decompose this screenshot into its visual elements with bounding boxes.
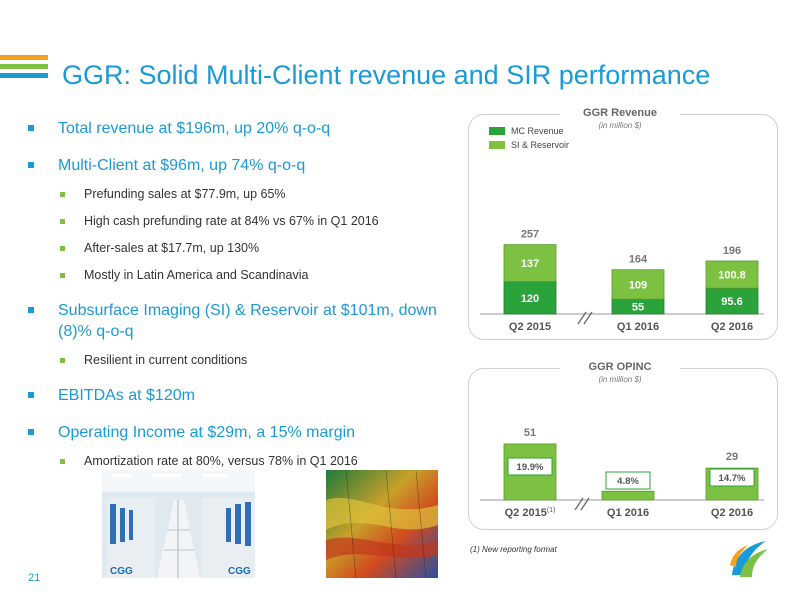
axis-break-mark xyxy=(580,497,590,511)
sub-bullet-prefunding-rate: High cash prefunding rate at 84% vs 67% … xyxy=(28,213,468,230)
bullet-multi-client: Multi-Client at $96m, up 74% q-o-q xyxy=(28,155,468,176)
tick-q2-2015: Q2 2015 xyxy=(509,321,551,333)
sub-bullet-resilient: Resilient in current conditions xyxy=(28,352,468,369)
tick-q1-2016: Q1 2016 xyxy=(617,321,659,333)
axis-break-mark xyxy=(574,497,584,511)
bar-sir-q1-2016 xyxy=(611,269,665,300)
data-center-photo: CGG CGG xyxy=(102,470,255,578)
tick-opinc-q1-2016: Q1 2016 xyxy=(607,507,649,519)
revenue-chart: 120 137 257 Q2 2015 55 109 164 Q1 2016 95.6 100.8… xyxy=(480,229,764,333)
sub-bullet-prefunding: Prefunding sales at $77.9m, up 65% xyxy=(28,186,468,203)
revenue-chart-title: GGR Revenue xyxy=(560,107,680,119)
revenue-chart-subtitle: (in million $) xyxy=(598,121,642,130)
legend-label-mc: MC Revenue xyxy=(511,126,564,136)
title-accent-bars xyxy=(0,55,48,95)
footnote: (1) New reporting format xyxy=(470,545,557,554)
bar-opinc-q1-2016 xyxy=(601,490,655,501)
cgg-logo-right: CGG xyxy=(228,566,251,577)
label-mc-q2-2015: 120 xyxy=(521,293,539,305)
bullet-list: Total revenue at $196m, up 20% q-o-q Mul… xyxy=(28,118,468,470)
margin-box-q1-2016 xyxy=(605,471,651,490)
tick-opinc-q2-2016: Q2 2016 xyxy=(711,507,753,519)
sub-bullet-amortization: Amortization rate at 80%, versus 78% in … xyxy=(28,453,468,470)
tick-q2-2016: Q2 2016 xyxy=(711,321,753,333)
revenue-chart-legend: MC Revenue SI & Reservoir xyxy=(489,124,569,152)
margin-box-q2-2016 xyxy=(709,468,755,487)
legend-mc-revenue: MC Revenue xyxy=(489,124,569,138)
label-sir-q1-2016: 109 xyxy=(629,279,647,291)
label-mc-q1-2016: 55 xyxy=(632,302,644,314)
value-opinc-q2-2015: 51 xyxy=(524,427,536,439)
opinc-chart-subtitle: (in million $) xyxy=(598,375,642,384)
label-mc-q2-2016: 95.6 xyxy=(721,296,742,308)
margin-label-q2-2015: 19.9% xyxy=(517,462,544,473)
tick-footnote-marker: (1) xyxy=(547,507,556,514)
seismic-visualization-photo xyxy=(326,470,438,578)
label-sir-q2-2015: 137 xyxy=(521,258,539,270)
page-number: 21 xyxy=(28,572,41,584)
axis-break-mark xyxy=(583,311,593,325)
bar-sir-q2-2016 xyxy=(705,260,759,289)
total-q2-2015: 257 xyxy=(521,229,539,241)
legend-si-reservoir: SI & Reservoir xyxy=(489,138,569,152)
opinc-chart-title: GGR OPINC xyxy=(560,361,680,373)
tick-opinc-q2-2015: Q2 2015(1) xyxy=(505,507,556,519)
value-opinc-q2-2016: 29 xyxy=(726,451,738,463)
label-sir-q2-2016: 100.8 xyxy=(718,270,746,282)
margin-label-q2-2016: 14.7% xyxy=(719,473,746,484)
bullet-si-reservoir: Subsurface Imaging (SI) & Reservoir at $… xyxy=(28,300,468,342)
page-title: GGR: Solid Multi-Client revenue and SIR … xyxy=(62,60,711,90)
cgg-logo-left: CGG xyxy=(110,566,133,577)
cgg-logo-icon xyxy=(730,541,768,577)
legend-label-sir: SI & Reservoir xyxy=(511,140,570,150)
bar-sir-q2-2015 xyxy=(503,244,557,283)
bullet-total-revenue: Total revenue at $196m, up 20% q-o-q xyxy=(28,118,468,139)
total-q1-2016: 164 xyxy=(629,254,648,266)
sub-bullet-after-sales: After-sales at $17.7m, up 130% xyxy=(28,240,468,257)
legend-swatch-mc xyxy=(489,127,505,135)
sub-bullet-regions: Mostly in Latin America and Scandinavia xyxy=(28,267,468,284)
margin-box-q2-2015 xyxy=(507,457,553,476)
bullet-operating-income: Operating Income at $29m, a 15% margin xyxy=(28,422,468,443)
total-q2-2016: 196 xyxy=(723,245,741,257)
margin-label-q1-2016: 4.8% xyxy=(617,476,639,487)
bar-mc-q2-2016 xyxy=(705,287,759,315)
axis-break-mark xyxy=(577,311,587,325)
bar-mc-q2-2015 xyxy=(503,281,557,315)
bullet-ebitdas: EBITDAs at $120m xyxy=(28,385,468,406)
legend-swatch-sir xyxy=(489,141,505,149)
